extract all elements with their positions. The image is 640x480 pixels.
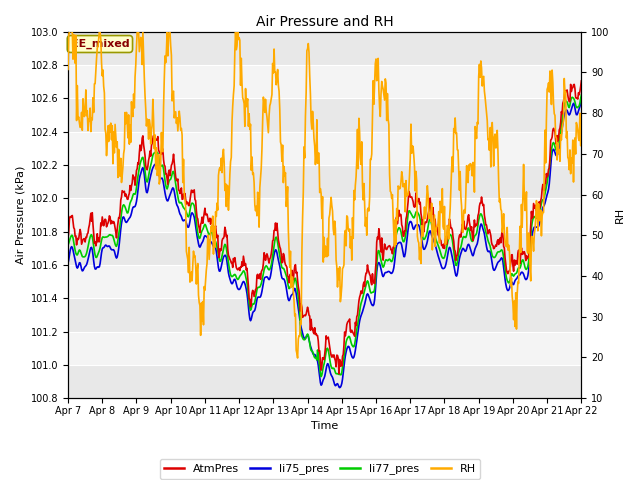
Bar xyxy=(68,231,581,265)
Bar xyxy=(68,332,581,365)
Bar xyxy=(68,132,581,165)
Bar xyxy=(68,165,581,198)
Bar xyxy=(68,198,581,231)
Text: EE_mixed: EE_mixed xyxy=(70,39,129,49)
Bar xyxy=(68,98,581,132)
Y-axis label: Air Pressure (kPa): Air Pressure (kPa) xyxy=(15,166,25,264)
Bar xyxy=(68,365,581,398)
Legend: AtmPres, li75_pres, li77_pres, RH: AtmPres, li75_pres, li77_pres, RH xyxy=(160,459,480,479)
Bar xyxy=(68,65,581,98)
Bar xyxy=(68,265,581,298)
Bar xyxy=(68,32,581,65)
Bar xyxy=(68,298,581,332)
Title: Air Pressure and RH: Air Pressure and RH xyxy=(256,15,394,29)
Y-axis label: RH: RH xyxy=(615,207,625,223)
X-axis label: Time: Time xyxy=(311,421,339,432)
